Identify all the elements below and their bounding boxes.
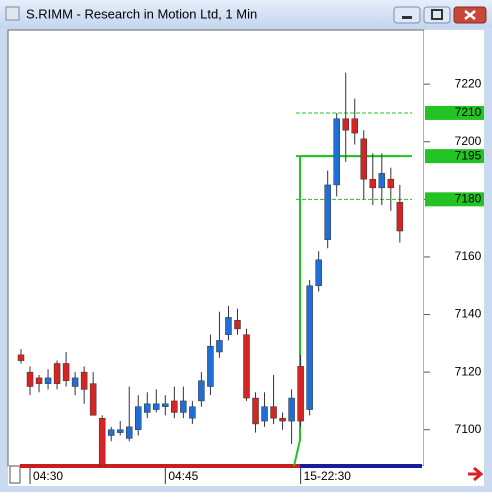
plot-area [7,29,425,467]
price-level-box [425,149,484,164]
price-level-box [425,105,484,120]
candle-body [62,363,70,382]
candle-body [396,201,404,232]
candle-body [261,406,268,422]
candle-body [198,380,205,402]
window-title: S.RIMM - Research in Motion Ltd, 1 Min [26,6,257,21]
x-tick-label: 04:30 [33,469,63,483]
maximize-icon [431,9,443,20]
candle-body [125,426,133,439]
maximize-button[interactable] [423,6,451,24]
candle-body [71,377,79,387]
minimize-icon [402,16,412,19]
candle-body [53,363,61,384]
candle-body [351,118,358,134]
candle-body [252,397,259,425]
candle-body [315,259,322,286]
candle-body [116,429,124,433]
candle-body [216,340,223,353]
candle-body [378,173,386,189]
x-tick-label: 04:45 [168,469,198,483]
scroll-box[interactable] [9,465,21,484]
candle-body [144,403,151,413]
candle-body [225,317,232,335]
candle-body [279,417,286,422]
candle-body [297,366,304,422]
app-icon [5,6,20,21]
candle-body [360,138,368,180]
chart: 7100 7120 7140 7160 7180 7200 7220 04:30 04:45 15… [17,72,484,484]
candle-body [98,417,106,466]
candle-body [288,397,295,422]
price-level-label: 7180 [455,192,482,206]
candle-body [234,320,241,330]
candle-body [180,400,187,413]
candle-body [135,406,142,430]
candle-body [207,345,214,387]
candle-body [107,429,115,436]
x-tick-label: 15-22:30 [304,469,352,483]
y-tick-label: 7200 [455,134,482,148]
candle-body [243,334,250,399]
candle-body [369,178,377,189]
price-level-label: 7210 [455,105,482,119]
price-axis [424,30,484,466]
candle-body [171,400,178,413]
candle-body [162,403,169,407]
candle-body [342,118,349,131]
close-icon [464,10,476,20]
candle-body [89,383,97,416]
candle-body [17,354,25,361]
minimize-button[interactable] [393,6,421,24]
y-tick-label: 7140 [455,307,482,321]
candle-body [306,285,313,410]
candle-body [44,377,52,384]
candle-body [387,178,395,189]
candle-body [26,371,34,387]
y-tick-label: 7120 [455,364,482,378]
price-level-box [425,192,484,207]
candle-body [153,403,160,410]
candle-body [324,184,331,240]
candle-body [80,371,88,390]
candle-body [333,118,340,186]
candle-body [270,406,277,419]
y-tick-label: 7220 [455,76,482,90]
y-tick-label: 7100 [455,422,482,436]
candle-body [189,406,196,419]
time-axis [8,466,484,486]
scroll-right-arrow[interactable] [468,466,484,482]
y-tick-label: 7160 [455,249,482,263]
price-level-label: 7195 [455,148,482,162]
candle-body [35,377,43,384]
